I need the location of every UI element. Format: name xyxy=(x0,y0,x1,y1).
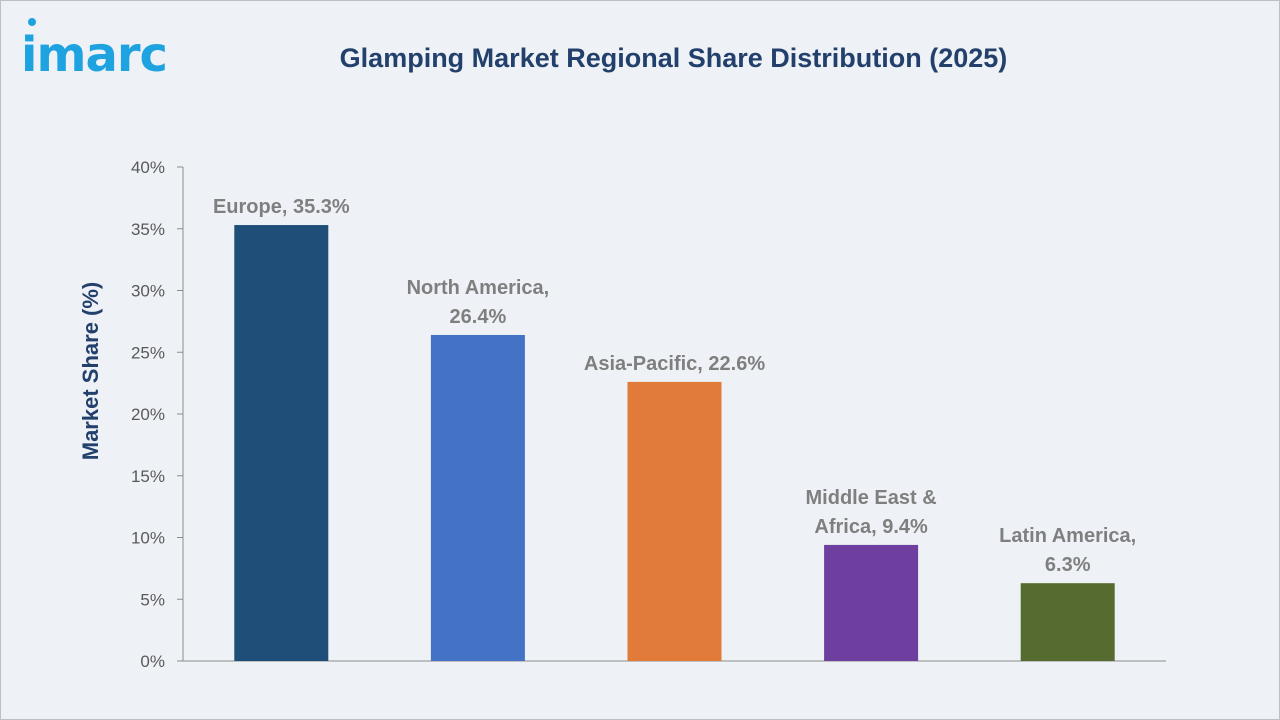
logo-text: imarc xyxy=(21,27,168,83)
y-tick-label: 40% xyxy=(131,158,165,177)
data-label: Middle East & xyxy=(806,487,937,509)
data-label: Europe, 35.3% xyxy=(213,196,350,218)
data-label: Latin America, xyxy=(999,525,1136,547)
y-tick-label: 0% xyxy=(140,652,165,671)
bar-asia-pacific xyxy=(627,381,722,661)
data-label: Asia-Pacific, 22.6% xyxy=(584,353,765,375)
y-tick-label: 10% xyxy=(131,529,165,548)
y-axis-title: Market Share (%) xyxy=(78,282,103,461)
y-tick-label: 5% xyxy=(140,590,165,609)
y-tick-label: 15% xyxy=(131,467,165,486)
bar-middle-east-africa xyxy=(824,544,919,661)
data-label: North America, xyxy=(407,277,550,299)
data-label: Africa, 9.4% xyxy=(814,516,928,538)
y-tick-label: 30% xyxy=(131,282,165,301)
y-tick-label: 25% xyxy=(131,343,165,362)
data-label: 26.4% xyxy=(450,306,507,328)
bar-europe xyxy=(234,225,329,662)
y-tick-label: 35% xyxy=(131,220,165,239)
data-label: 6.3% xyxy=(1045,554,1091,576)
logo-dot-icon xyxy=(28,18,36,26)
bar-north-america xyxy=(430,334,525,661)
bar-latin-america xyxy=(1020,583,1115,661)
chart-title: Glamping Market Regional Share Distribut… xyxy=(339,43,1008,73)
y-tick-label: 20% xyxy=(131,405,165,424)
imarc-logo: imarc xyxy=(21,18,211,91)
